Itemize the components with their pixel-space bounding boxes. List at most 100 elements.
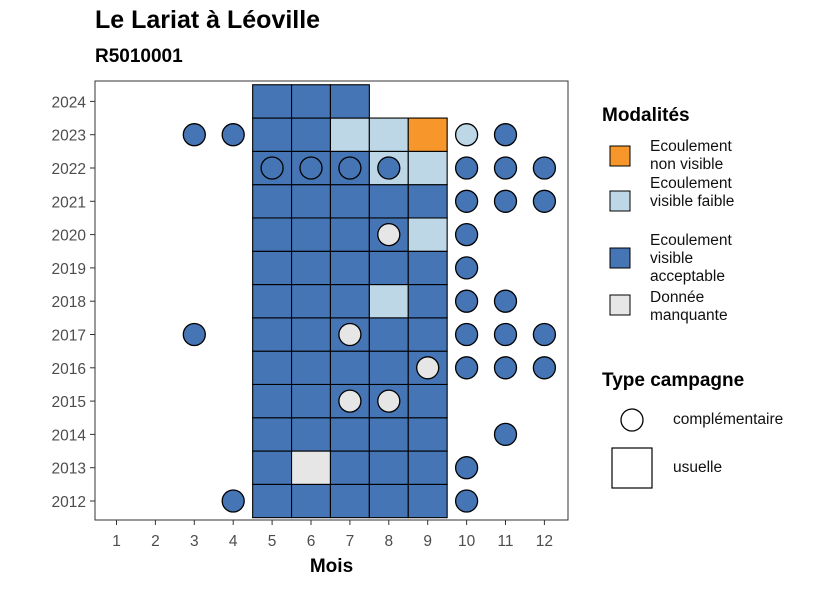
point-2017-3 <box>182 322 206 347</box>
tile-2013-7 <box>329 450 370 485</box>
tile-2012-6 <box>290 483 331 519</box>
x-tick-label-12: 12 <box>536 533 553 550</box>
point-2015-8 <box>377 389 401 413</box>
x-tick-label-7: 7 <box>346 533 355 550</box>
y-tick-label-2022: 2022 <box>52 161 86 178</box>
tile-2018-9 <box>407 283 448 319</box>
tile-2023-8 <box>368 117 409 152</box>
tile-2023-7 <box>329 117 370 152</box>
point-2023-11 <box>493 123 518 147</box>
tile-2021-7 <box>329 184 370 219</box>
legend-label-nv: Ecoulement non visible <box>650 138 732 173</box>
y-tick-label-2018: 2018 <box>52 294 86 311</box>
legend-label-usuelle: usuelle <box>673 459 723 476</box>
tile-2021-5 <box>252 184 293 219</box>
tile-2014-9 <box>407 417 448 452</box>
legend-campagne-title: Type campagne <box>602 370 745 391</box>
tile-2024-6 <box>290 84 331 119</box>
legend-key-nv <box>609 145 631 167</box>
point-2017-12 <box>532 322 557 347</box>
chart-title: Le Lariat à Léoville <box>95 6 321 34</box>
point-2022-8 <box>377 156 401 180</box>
tile-2022-9 <box>407 150 448 186</box>
point-2022-5 <box>260 156 284 180</box>
tile-2024-7 <box>329 84 370 119</box>
legend-label-va: Ecoulement visible acceptable <box>650 232 732 285</box>
tile-2014-6 <box>290 417 331 452</box>
tile-2017-9 <box>407 317 448 352</box>
point-2023-10 <box>454 123 479 147</box>
y-tick-label-2023: 2023 <box>52 128 86 145</box>
y-tick-label-2024: 2024 <box>52 94 87 111</box>
legend-modalites-title: Modalités <box>602 105 690 126</box>
tile-2021-6 <box>290 184 331 219</box>
point-2022-10 <box>454 156 479 180</box>
point-2023-4 <box>221 123 245 147</box>
tile-2015-5 <box>252 383 293 419</box>
point-2017-10 <box>454 322 479 347</box>
tile-2013-6 <box>290 450 331 485</box>
point-2016-10 <box>454 356 479 380</box>
point-2012-10 <box>454 489 479 513</box>
point-2016-9 <box>416 356 440 380</box>
tile-2012-8 <box>368 483 409 519</box>
legend-key-complementaire <box>620 408 644 432</box>
point-2018-10 <box>454 289 479 313</box>
tile-2024-5 <box>252 84 293 119</box>
tile-2013-8 <box>368 450 409 485</box>
y-tick-label-2015: 2015 <box>52 394 86 411</box>
point-2019-10 <box>454 256 479 280</box>
point-2023-3 <box>182 123 206 147</box>
y-tick-label-2019: 2019 <box>52 261 86 278</box>
tile-2012-7 <box>329 483 370 519</box>
y-tick-label-2017: 2017 <box>52 328 86 345</box>
x-tick-label-3: 3 <box>190 533 199 550</box>
x-tick-label-8: 8 <box>384 533 393 550</box>
point-2022-12 <box>532 156 557 180</box>
tile-2018-8 <box>368 283 409 319</box>
tile-2016-5 <box>252 350 293 385</box>
point-2017-11 <box>493 322 518 347</box>
tile-2012-5 <box>252 483 293 519</box>
point-2020-10 <box>454 222 479 247</box>
point-2018-11 <box>493 289 518 313</box>
tile-2014-7 <box>329 417 370 452</box>
tile-2019-7 <box>329 250 370 286</box>
x-tick-label-2: 2 <box>151 533 160 550</box>
tile-2015-9 <box>407 383 448 419</box>
point-2016-11 <box>493 356 518 380</box>
point-2014-11 <box>493 422 518 447</box>
legend-key-dm <box>609 294 631 316</box>
x-tick-label-1: 1 <box>112 533 121 550</box>
point-2017-7 <box>338 322 362 347</box>
x-tick-label-9: 9 <box>423 533 432 550</box>
tile-2013-5 <box>252 450 293 485</box>
y-tick-label-2021: 2021 <box>52 194 86 211</box>
tile-2020-5 <box>252 217 293 252</box>
tile-2017-8 <box>368 317 409 352</box>
tile-2017-6 <box>290 317 331 352</box>
tile-2021-9 <box>407 184 448 219</box>
point-2022-6 <box>299 156 323 180</box>
tile-2016-7 <box>329 350 370 385</box>
tile-2023-6 <box>290 117 331 152</box>
tile-2019-9 <box>407 250 448 286</box>
point-2022-7 <box>338 156 362 180</box>
tile-2019-5 <box>252 250 293 286</box>
point-2021-12 <box>532 189 557 213</box>
point-2015-7 <box>338 389 362 413</box>
y-tick-label-2020: 2020 <box>52 228 87 245</box>
legend-label-dm: Donnée manquante <box>650 289 728 324</box>
tile-2014-8 <box>368 417 409 452</box>
legend-key-va <box>609 247 631 269</box>
y-tick-label-2014: 2014 <box>52 427 87 444</box>
tile-2019-8 <box>368 250 409 286</box>
legend-key-vf <box>609 190 631 212</box>
tile-2021-8 <box>368 184 409 219</box>
legend-label-complementaire: complémentaire <box>673 411 784 428</box>
legend-label-vf: Ecoulement visible faible <box>650 175 735 210</box>
y-tick-label-2013: 2013 <box>52 461 86 478</box>
point-2021-10 <box>454 189 479 213</box>
point-2022-11 <box>493 156 518 180</box>
